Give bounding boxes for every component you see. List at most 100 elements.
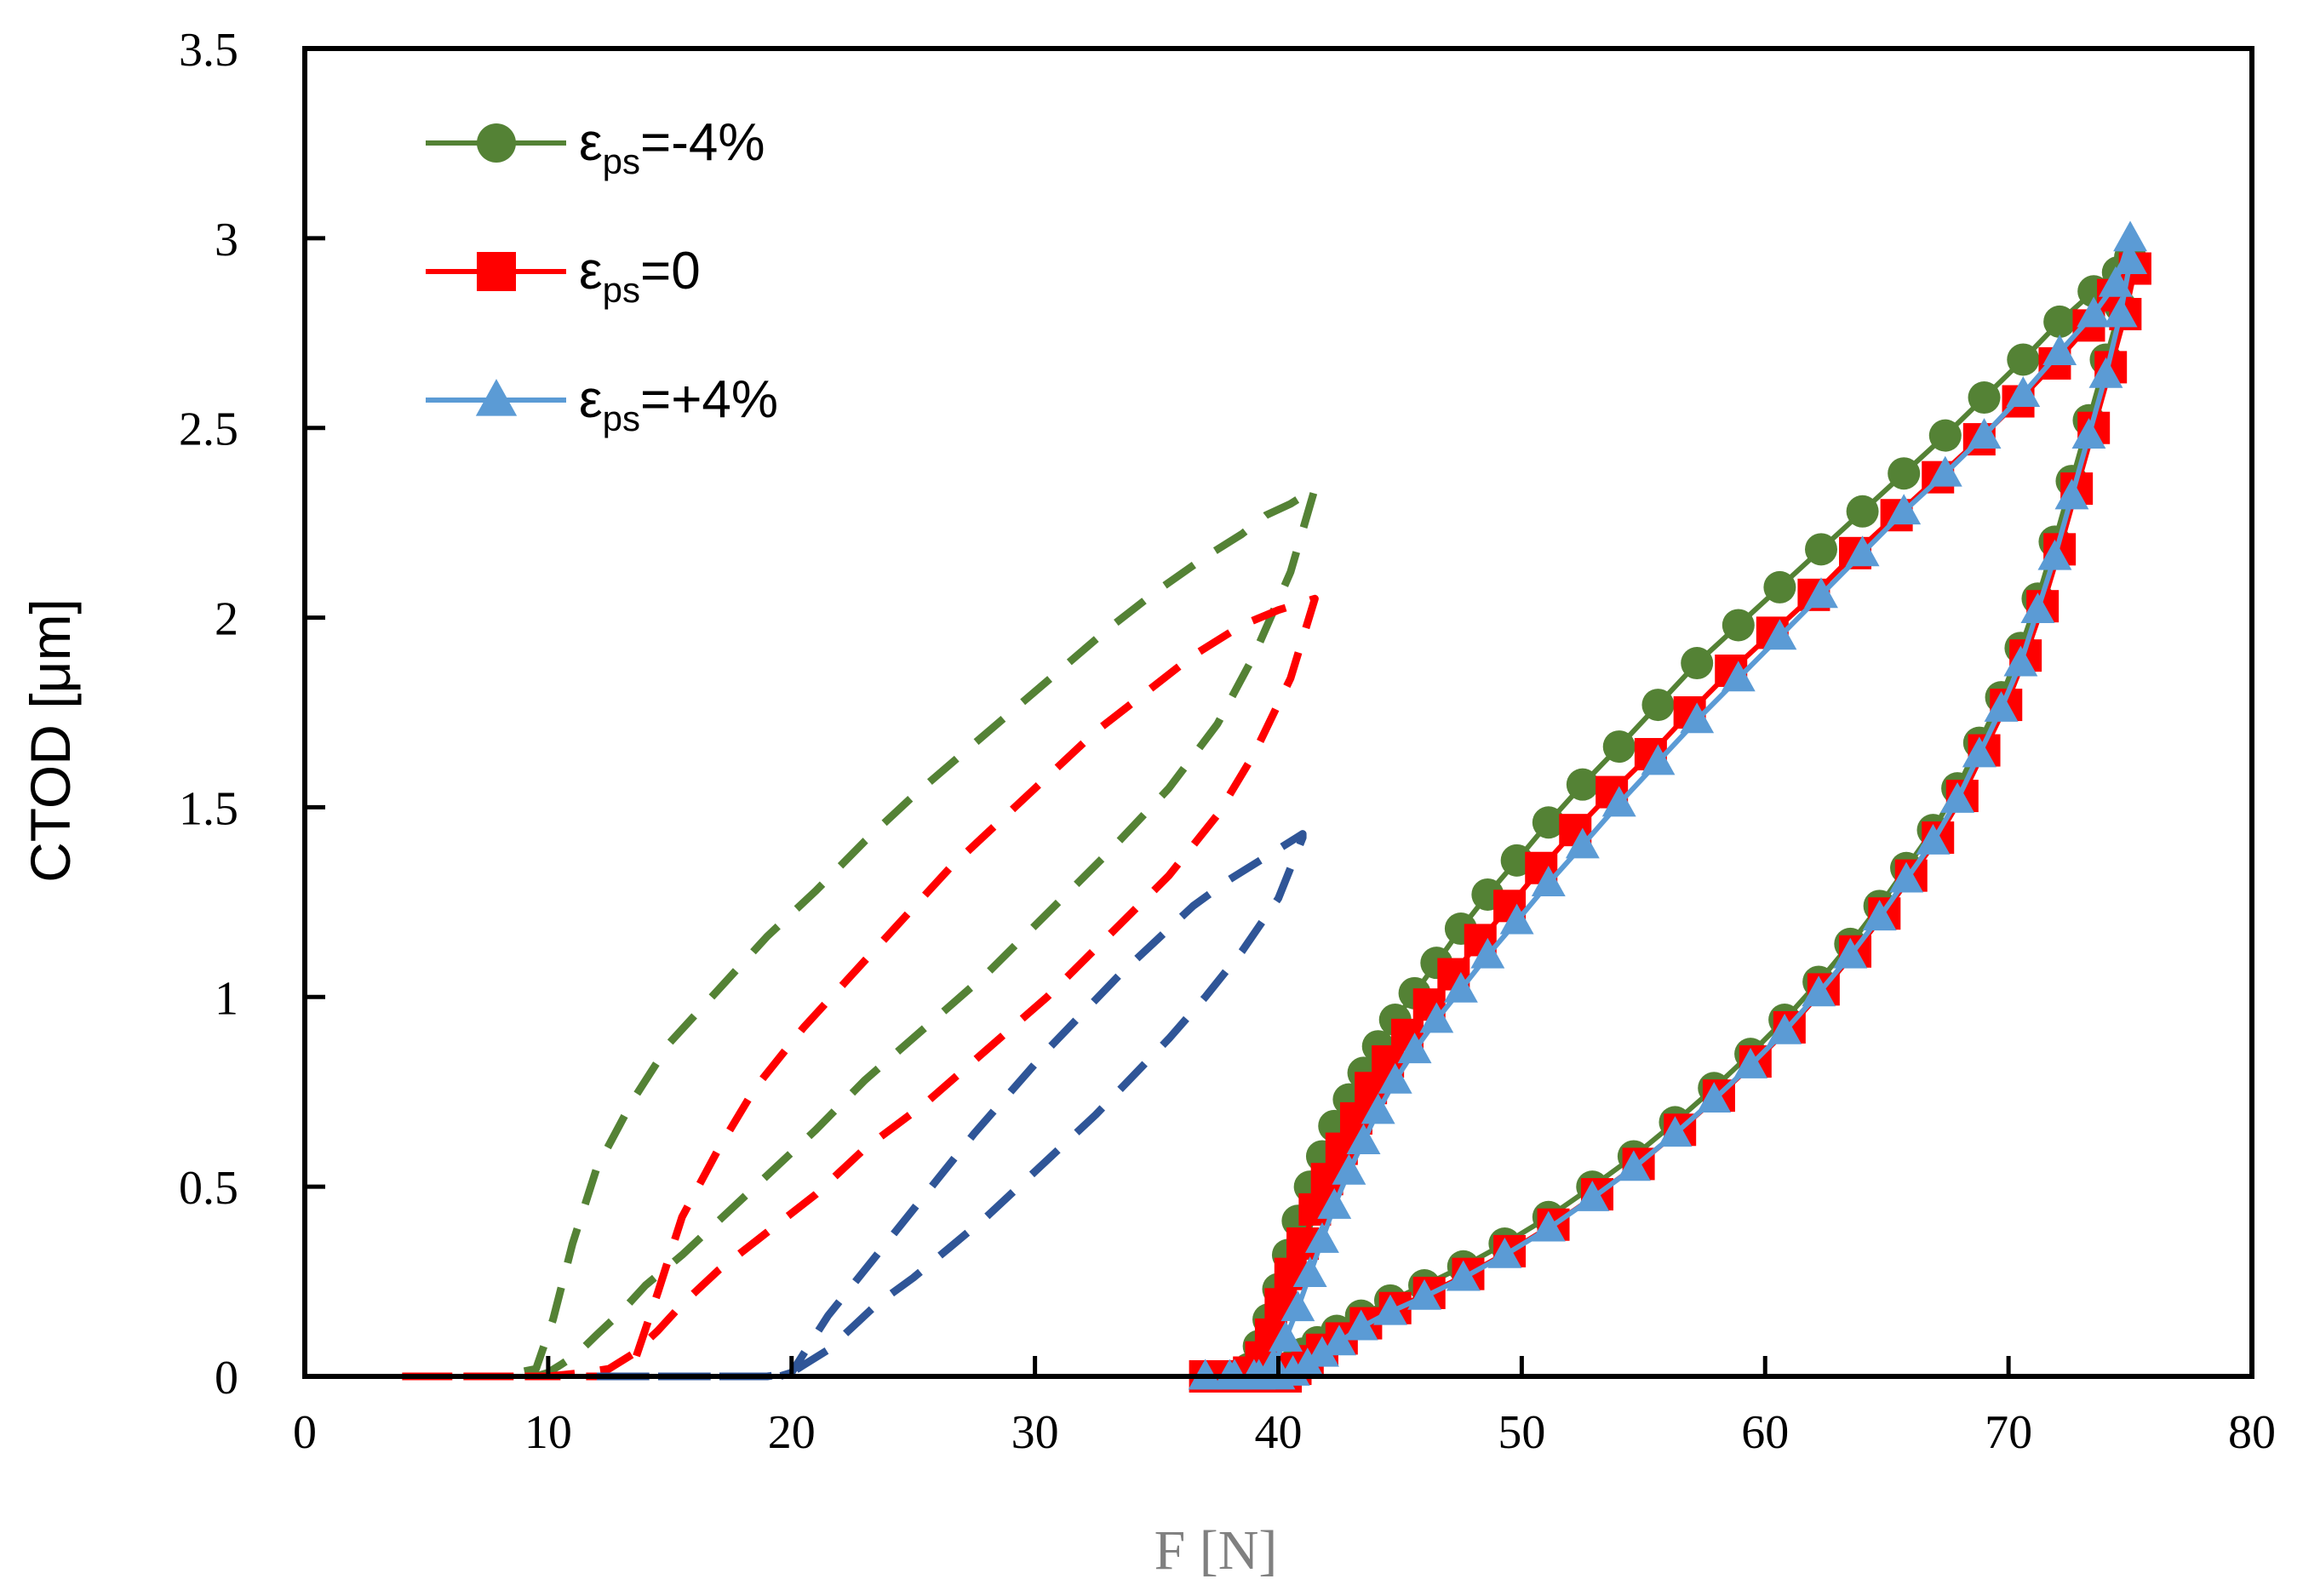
data-point <box>1862 900 1897 931</box>
data-point <box>2003 645 2038 677</box>
data-point <box>1500 844 1533 877</box>
data-point <box>1407 1279 1441 1310</box>
data-point <box>1928 455 1962 487</box>
series-line <box>597 830 1307 1381</box>
data-point <box>2088 357 2123 388</box>
data-point <box>1928 419 1962 452</box>
data-point <box>1658 1116 1693 1147</box>
y-tick-label: 3.5 <box>179 24 238 77</box>
data-point <box>2037 539 2072 570</box>
data-point <box>1968 381 2001 415</box>
series--ps-4- <box>1188 220 2148 1390</box>
x-tick-label: 50 <box>1498 1406 1545 1459</box>
data-point <box>1292 1256 1327 1288</box>
legend-marker <box>475 379 518 416</box>
series-layer <box>402 220 2151 1393</box>
x-axis-title: F [N] <box>1154 1519 1278 1582</box>
x-tick-label: 0 <box>293 1406 317 1459</box>
data-point <box>1887 494 1922 525</box>
data-point <box>1378 1062 1412 1094</box>
data-point <box>2113 243 2148 274</box>
data-point <box>1804 577 1838 609</box>
data-point <box>1532 806 1565 839</box>
data-point <box>1967 418 2002 449</box>
data-point <box>1269 1320 1303 1352</box>
data-point <box>1499 903 1534 935</box>
series-line <box>402 594 1319 1381</box>
data-point <box>1602 730 1636 764</box>
legend-label: εps=0 <box>579 242 701 310</box>
data-point <box>1280 1290 1315 1322</box>
data-point <box>2103 296 2138 328</box>
y-tick-label: 2.5 <box>179 403 238 456</box>
data-point <box>1343 1309 1378 1341</box>
data-point <box>1419 1002 1454 1033</box>
data-point <box>1566 768 1599 801</box>
data-point <box>1575 1180 1610 1211</box>
data-point <box>2006 376 2041 407</box>
legend-entry: εps=-4% <box>426 113 765 181</box>
legend-entry: εps=+4% <box>426 370 778 438</box>
x-tick-label: 30 <box>1011 1406 1059 1459</box>
data-point <box>2071 418 2106 449</box>
data-point <box>1681 647 1714 680</box>
data-point <box>1680 702 1715 734</box>
data-point <box>1305 1222 1339 1253</box>
data-point <box>1805 533 1838 566</box>
data-point <box>1397 1033 1432 1064</box>
data-point <box>1601 786 1636 817</box>
x-tick-label: 60 <box>1741 1406 1789 1459</box>
data-point <box>1641 689 1675 722</box>
ticks-layer: 0 10 20 30 40 50 60 70 80 0 0.5 1 1.5 2 2.5 3 3.5 <box>179 24 2276 1459</box>
data-point <box>1833 937 1868 969</box>
data-point <box>1762 619 1797 650</box>
data-point <box>1531 866 1566 896</box>
y-axis-title: CTOD [μm] <box>19 598 82 883</box>
data-point <box>1802 975 1836 1007</box>
data-point <box>1361 1093 1395 1124</box>
x-tick-label: 10 <box>524 1406 572 1459</box>
y-tick-label: 2 <box>215 593 238 646</box>
data-point <box>1446 1260 1481 1291</box>
data-point <box>1487 1237 1522 1268</box>
data-point <box>2007 343 2040 376</box>
legend-entry: εps=0 <box>426 242 701 310</box>
y-tick-label: 0 <box>215 1352 238 1404</box>
data-point <box>1373 1294 1407 1325</box>
data-point <box>1317 1187 1352 1219</box>
data-point <box>1697 1082 1732 1113</box>
y-tick-label: 1 <box>215 972 238 1025</box>
legend-label: εps=-4% <box>579 113 765 181</box>
data-point <box>2042 335 2077 365</box>
data-point <box>1733 1047 1768 1078</box>
data-point <box>2098 266 2133 297</box>
data-point <box>2077 296 2111 328</box>
data-point <box>1722 609 1755 642</box>
legend-marker <box>477 123 516 163</box>
data-point <box>1721 661 1756 692</box>
data-point <box>2043 305 2077 338</box>
data-point <box>1332 1153 1366 1185</box>
data-point <box>1470 937 1505 969</box>
data-point <box>1763 570 1796 604</box>
data-point <box>1962 736 1997 768</box>
data-point <box>1888 457 1921 490</box>
x-tick-label: 20 <box>768 1406 816 1459</box>
x-tick-label: 40 <box>1255 1406 1303 1459</box>
data-point <box>1322 1324 1356 1356</box>
data-point <box>1845 535 1880 567</box>
legend: εps=-4% εps=0 εps=+4% <box>426 113 778 438</box>
data-point <box>1846 495 1879 528</box>
data-point <box>1889 861 1924 893</box>
series-dashed-blue <box>597 830 1307 1381</box>
series-dashed-red <box>402 594 1319 1381</box>
x-tick-label: 70 <box>1985 1406 2032 1459</box>
data-point <box>1346 1124 1381 1155</box>
data-point <box>1940 781 1975 813</box>
data-point <box>2054 478 2089 510</box>
data-point <box>1916 824 1951 855</box>
x-tick-label: 80 <box>2228 1406 2276 1459</box>
data-point <box>1767 1013 1802 1044</box>
y-tick-label: 1.5 <box>179 782 238 835</box>
